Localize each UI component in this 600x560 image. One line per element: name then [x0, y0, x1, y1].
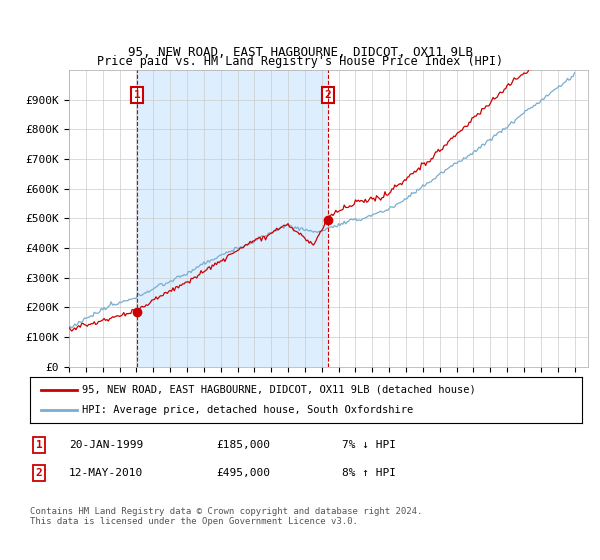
Text: Contains HM Land Registry data © Crown copyright and database right 2024.
This d: Contains HM Land Registry data © Crown c… [30, 507, 422, 526]
Text: 7% ↓ HPI: 7% ↓ HPI [342, 440, 396, 450]
Text: Price paid vs. HM Land Registry's House Price Index (HPI): Price paid vs. HM Land Registry's House … [97, 55, 503, 68]
Text: HPI: Average price, detached house, South Oxfordshire: HPI: Average price, detached house, Sout… [82, 405, 413, 415]
Text: £185,000: £185,000 [216, 440, 270, 450]
Bar [137, 70, 328, 367]
Text: 1: 1 [134, 90, 140, 100]
Text: 12-MAY-2010: 12-MAY-2010 [69, 468, 143, 478]
Text: 20-JAN-1999: 20-JAN-1999 [69, 440, 143, 450]
Text: 2: 2 [325, 90, 331, 100]
Text: 1: 1 [35, 440, 43, 450]
Text: £495,000: £495,000 [216, 468, 270, 478]
Text: 95, NEW ROAD, EAST HAGBOURNE, DIDCOT, OX11 9LB: 95, NEW ROAD, EAST HAGBOURNE, DIDCOT, OX… [128, 46, 473, 59]
Text: 2: 2 [35, 468, 43, 478]
Text: 8% ↑ HPI: 8% ↑ HPI [342, 468, 396, 478]
Text: 95, NEW ROAD, EAST HAGBOURNE, DIDCOT, OX11 9LB (detached house): 95, NEW ROAD, EAST HAGBOURNE, DIDCOT, OX… [82, 385, 476, 395]
